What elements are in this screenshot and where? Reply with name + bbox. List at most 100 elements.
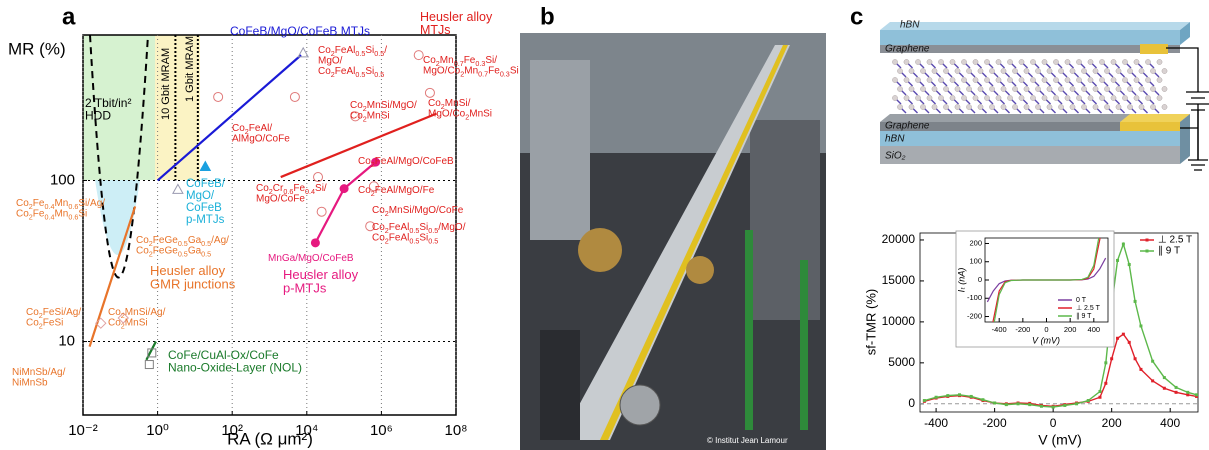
atom: [1041, 95, 1048, 101]
atom: [938, 77, 944, 83]
marker: [371, 157, 381, 167]
photo-yellow-rail: [600, 45, 788, 440]
marker: [1121, 242, 1125, 246]
atom: [908, 86, 915, 92]
atom: [1030, 59, 1036, 65]
annotation: Co2FeAl0.5Si0.5/: [318, 45, 387, 59]
annotation: Co2MnSi/Ag/: [108, 307, 166, 321]
atom: [1069, 68, 1076, 74]
series-line: [993, 238, 1100, 322]
marker: [350, 111, 361, 122]
atom: [897, 86, 903, 92]
y-tick-label: 20000: [882, 232, 916, 246]
atom: [1133, 59, 1140, 65]
x-tick-label: -400: [992, 325, 1007, 334]
y-tick-label: -200: [967, 312, 982, 321]
marker: [297, 46, 310, 58]
photo-chamber: [578, 228, 622, 272]
regions: [83, 34, 200, 279]
marker: [1127, 340, 1131, 344]
x-tick-label: 10⁻²: [68, 422, 98, 439]
atom: [1035, 104, 1041, 110]
atom: [1030, 77, 1036, 83]
atom: [931, 86, 938, 92]
marker: [1186, 393, 1190, 397]
contact: [1140, 44, 1168, 54]
legend-label: ⊥ 2.5 T: [1076, 305, 1101, 312]
annotation: Co2FeGe0.5Ga0.5: [136, 245, 211, 259]
atom: [966, 68, 972, 74]
atom: [1099, 95, 1105, 101]
panel-label: a: [62, 3, 76, 30]
atom: [1035, 68, 1041, 74]
atom: [966, 104, 972, 110]
series-line: [314, 161, 377, 244]
x-tick-label: 10⁴: [295, 422, 318, 439]
atom: [1115, 68, 1122, 74]
atom: [1110, 95, 1117, 101]
graphene-layer: [880, 122, 1180, 131]
annotation: Co2FeSi: [26, 317, 63, 331]
series-line: [924, 241, 1197, 408]
annotation: Co2MnSi: [350, 110, 390, 124]
marker: [981, 398, 985, 402]
atom: [1087, 95, 1094, 101]
annotation: Co2FeAl0.5Si0.5/MgO/: [372, 222, 466, 236]
plot-area: [986, 238, 1107, 322]
atom: [949, 59, 956, 65]
y-axis-label: MR (%): [8, 39, 66, 58]
marker: [95, 317, 107, 329]
plot-frame: [82, 34, 457, 416]
marker: [1121, 332, 1125, 336]
marker: [1098, 395, 1102, 399]
marker: [1110, 357, 1114, 361]
marker: [199, 160, 212, 172]
marker: [1195, 393, 1198, 397]
atom: [897, 68, 903, 74]
marker: [1133, 299, 1137, 303]
annotation: NiMnSb: [12, 377, 48, 388]
marker: [946, 394, 950, 398]
y-tick-label: 10: [58, 333, 75, 350]
mram-region: [155, 35, 200, 180]
atom: [1081, 104, 1087, 110]
photo-cabinet: [530, 60, 590, 240]
device-diagram: hBN Graphene Graphene hBN SiO₂: [880, 20, 1209, 171]
marker: [424, 87, 435, 98]
plot-area: [88, 54, 437, 361]
atom: [1087, 59, 1094, 65]
atom: [989, 68, 995, 74]
annotation: 1 Gbit MRAM: [184, 36, 196, 102]
photo-frame: [750, 120, 820, 320]
atom: [1046, 68, 1053, 74]
annotation: MgO/Co2Mn0.7Fe0.3Si: [423, 65, 519, 79]
atom: [995, 59, 1002, 65]
y-tick-label: -100: [967, 293, 982, 302]
marker: [1086, 399, 1090, 403]
annotation: Co2MnSi: [108, 317, 148, 331]
hdd-boundary: [89, 34, 149, 279]
atom: [1076, 95, 1082, 101]
layer-label: Graphene: [885, 44, 930, 55]
annotation: Co2MnSi/MgO/: [350, 100, 417, 114]
atom: [1064, 77, 1071, 83]
circuit: [1166, 47, 1209, 171]
series-line: [88, 206, 137, 347]
atom: [1000, 104, 1007, 110]
photo-credit: © Institut Jean Lamour: [707, 436, 788, 445]
atom: [1156, 59, 1163, 65]
atom: [1127, 104, 1133, 110]
y-tick-label: 5000: [888, 355, 915, 369]
marker: [1075, 402, 1079, 406]
atom: [984, 59, 990, 65]
atom: [954, 86, 961, 92]
annotation: MTJs: [420, 23, 451, 37]
x-tick-label: -200: [1015, 325, 1030, 334]
panel-label: c: [850, 3, 863, 30]
graphene-top-face: [880, 114, 1190, 122]
atom: [903, 95, 910, 101]
atom: [1018, 95, 1025, 101]
atom: [1092, 86, 1099, 92]
contact: [1120, 114, 1190, 122]
hbn-layer: [880, 30, 1180, 45]
